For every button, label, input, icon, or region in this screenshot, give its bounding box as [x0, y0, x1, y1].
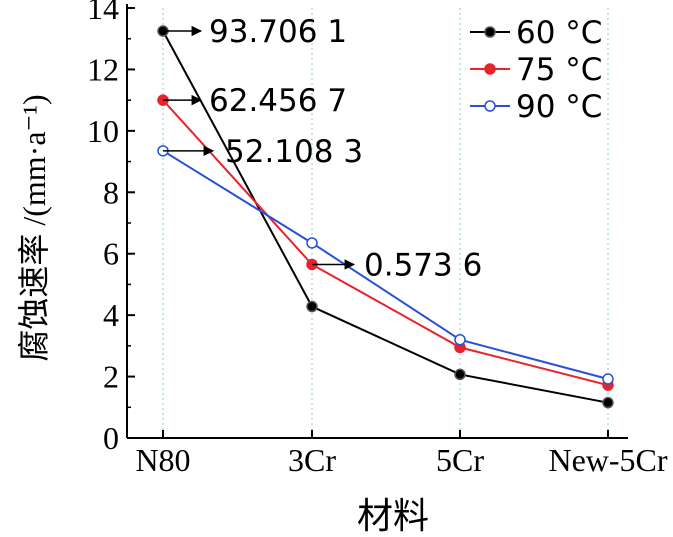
- series-0-point-2: [454, 368, 466, 381]
- grid-lines: [162, 8, 609, 438]
- legend-marker-1: [484, 63, 496, 75]
- y-tick-label-8: 8: [103, 174, 119, 210]
- legend: 60 °C75 °C90 °C: [470, 15, 602, 125]
- legend-marker-0: [484, 26, 496, 38]
- annotation-text-3: 0.573 6: [364, 247, 482, 283]
- series-0-point-3: [602, 396, 614, 409]
- y-tick-label-12: 12: [87, 51, 119, 87]
- y-tick-label-14: 14: [87, 0, 119, 26]
- x-tick-label-1: 3Cr: [288, 442, 336, 478]
- legend-marker-2: [484, 100, 496, 112]
- series-2-point-1: [306, 237, 318, 249]
- y-axis-label: 腐蚀速率 /(mm·a⁻¹): [16, 94, 52, 361]
- annotation-text-2: 52.108 3: [225, 134, 363, 170]
- series-group: [157, 25, 614, 409]
- series-line-1: [162, 99, 609, 387]
- x-tick-label-0: N80: [135, 442, 190, 478]
- annotation-text-0: 93.706 1: [209, 14, 347, 50]
- annotations: 93.706 1 62.456 7 52.108 3 0.573 6: [163, 14, 482, 283]
- axes: [126, 4, 628, 439]
- tick-marks: 0 2 4 6 8 10 12 14 N80 3Cr 5Cr New-5Cr: [87, 0, 668, 478]
- legend-label-2: 90 °C: [516, 89, 602, 125]
- y-tick-label-10: 10: [87, 113, 119, 149]
- series-2-point-3: [602, 373, 614, 385]
- legend-label-0: 60 °C: [516, 15, 602, 51]
- y-tick-label-2: 2: [103, 359, 119, 395]
- series-2-point-2: [454, 333, 466, 346]
- annotation-text-1: 62.456 7: [209, 83, 347, 119]
- series-line-0: [162, 30, 609, 404]
- series-line-2: [162, 149, 609, 380]
- y-tick-label-6: 6: [103, 236, 119, 272]
- x-tick-label-2: 5Cr: [436, 442, 484, 478]
- y-tick-label-4: 4: [103, 297, 119, 333]
- x-axis-label: 材料: [357, 496, 429, 536]
- legend-label-1: 75 °C: [516, 52, 602, 88]
- series-0-point-1: [306, 300, 318, 313]
- y-tick-label-0: 0: [103, 420, 119, 456]
- x-tick-label-3: New-5Cr: [548, 442, 667, 478]
